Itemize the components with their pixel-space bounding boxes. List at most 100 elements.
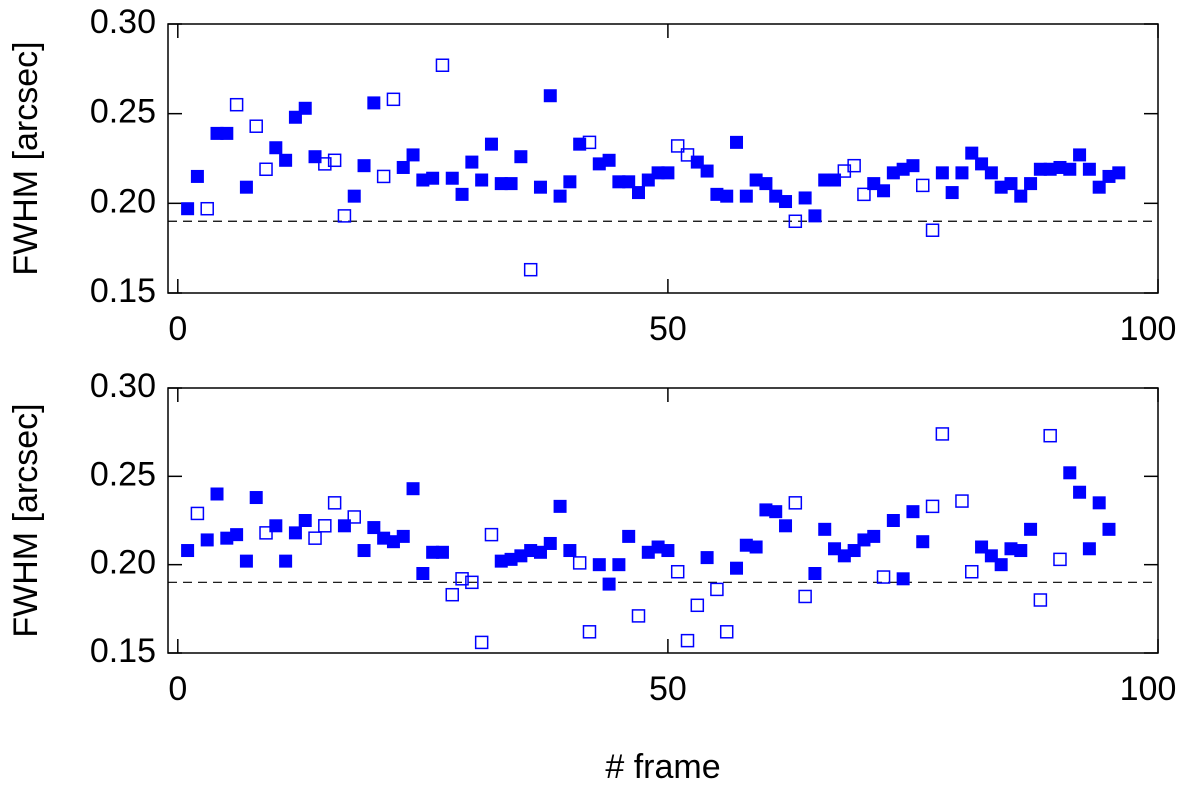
data-point [1092,180,1106,194]
data-point [465,155,479,169]
x-tick-label: 0 [168,310,187,348]
data-point [308,150,322,164]
data-point [808,567,822,580]
data-point [396,160,410,174]
data-point [543,536,557,550]
data-point [994,558,1008,572]
data-point [1112,166,1126,180]
x-tick-label: 50 [649,670,687,708]
data-point [229,97,244,112]
data-point [670,564,685,579]
data-point [200,533,214,547]
data-point [828,542,842,556]
data-point [474,635,489,650]
data-point [582,625,597,639]
data-point [631,186,645,200]
data-point [680,148,695,162]
data-point [798,589,812,604]
data-point [572,556,587,570]
data-point [730,135,744,149]
data-point [661,166,675,180]
data-point [259,162,273,177]
data-point [553,189,567,203]
data-point [877,184,891,198]
data-point [259,526,273,540]
data-point [906,505,920,519]
data-point [945,186,959,200]
data-point [484,137,498,151]
data-point [720,189,734,203]
data-point [181,544,195,558]
plot-frame [167,23,1159,294]
data-point [739,189,753,203]
data-point [279,554,293,568]
data-point [622,529,636,543]
data-point [230,528,244,542]
data-point [1073,148,1087,162]
x-tick-label: 100 [1120,310,1177,348]
data-point [298,514,312,527]
x-tick-label: 100 [1120,670,1177,708]
data-point [876,570,891,584]
data-point [955,166,969,180]
data-point [779,519,793,533]
data-point [249,491,263,505]
data-point [416,567,430,580]
data-point [1033,593,1048,607]
data-point [445,171,459,185]
data-point [788,496,803,510]
data-point [680,633,695,648]
data-point [376,169,391,184]
data-point [847,544,861,558]
data-point [484,527,499,542]
data-point [239,554,253,568]
y-tick-label: 0.15 [90,272,156,310]
data-point [357,159,371,173]
data-point [730,561,744,575]
data-point [935,427,950,441]
data-point [455,187,469,201]
data-point [435,58,450,72]
data-point [543,89,557,103]
data-point [327,496,342,510]
data-point [798,191,812,205]
data-point [749,540,763,554]
data-point [269,519,283,533]
data-point [975,540,989,554]
data-point [573,137,587,151]
y-tick-label: 0.30 [90,367,156,405]
data-point [808,209,822,223]
data-point [269,141,283,155]
data-point [867,177,881,191]
data-point [327,153,342,168]
data-point [318,519,332,533]
data-point [700,164,714,178]
data-point [386,92,401,107]
data-point [455,572,469,586]
data-point [641,173,655,187]
data-point [367,96,381,110]
data-point [906,159,920,173]
data-point [1014,544,1028,558]
data-point [719,625,734,639]
data-point [828,173,842,187]
x-axis-label: # frame [605,748,720,786]
data-point [965,564,979,579]
data-point [1063,162,1077,176]
data-point [288,110,302,124]
data-point [935,166,949,180]
data-point [288,526,302,540]
data-point [602,577,616,591]
data-point [1024,177,1038,191]
data-point [406,148,420,162]
data-point [563,544,577,558]
data-point [190,506,205,521]
y-axis-label: FWHM [arcsec] [7,403,45,637]
x-tick-label: 0 [168,670,187,708]
data-point [984,549,998,563]
y-tick-label: 0.25 [90,455,156,493]
data-point [690,155,704,169]
data-point [1082,542,1096,556]
data-point [298,101,312,115]
